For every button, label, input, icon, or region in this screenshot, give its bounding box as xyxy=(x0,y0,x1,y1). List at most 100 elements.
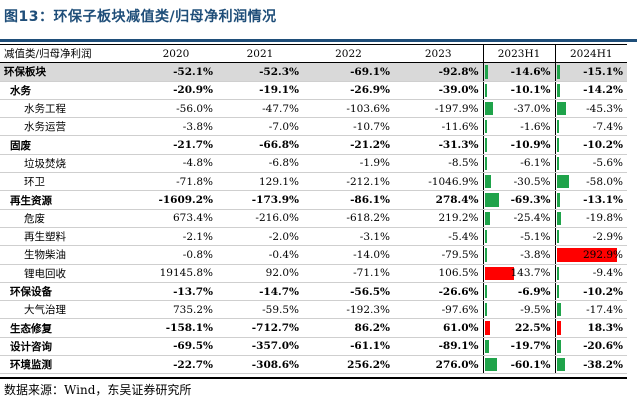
value-text: 19145.8% xyxy=(159,267,213,280)
value-text: -173.9% xyxy=(251,194,299,207)
negative-data-bar xyxy=(484,156,487,171)
value-cell: -7.0% xyxy=(217,117,303,137)
table-row: 环卫 -71.8% 129.1% -212.1% -1046.9% -30.5% -58.0… xyxy=(0,172,627,192)
value-text: -47.7% xyxy=(262,102,299,115)
value-cell: 219.2% xyxy=(394,209,483,228)
value-cell: -1609.2% xyxy=(135,190,217,210)
value-text: -3.8% xyxy=(520,248,551,261)
value-cell: -308.6% xyxy=(217,355,303,375)
value-text: -712.7% xyxy=(251,322,299,335)
value-cell: -79.5% xyxy=(394,245,483,265)
value-text: -56.5% xyxy=(350,285,390,298)
row-label: 再生资源 xyxy=(0,190,135,210)
value-cell: -10.1% xyxy=(482,81,555,100)
value-cell: -66.8% xyxy=(217,135,303,155)
value-text: -52.3% xyxy=(259,65,299,78)
negative-data-bar xyxy=(556,65,560,79)
row-label: 水务运营 xyxy=(0,117,135,137)
value-cell: -17.4% xyxy=(554,300,627,320)
value-text: -6.8% xyxy=(268,157,299,170)
value-text: -92.8% xyxy=(438,65,479,78)
value-text: -19.7% xyxy=(510,340,551,353)
value-cell: -14.2% xyxy=(554,81,627,100)
value-text: -14.2% xyxy=(583,84,623,97)
value-text: -79.5% xyxy=(441,248,479,261)
value-cell: -97.6% xyxy=(394,300,483,320)
value-cell: -8.5% xyxy=(394,154,483,174)
value-cell: -1.9% xyxy=(303,154,394,174)
value-text: -10.2% xyxy=(583,285,623,298)
value-cell: -69.3% xyxy=(482,190,555,210)
row-label: 水务工程 xyxy=(0,99,135,119)
value-text: -22.7% xyxy=(173,358,213,371)
value-text: -21.2% xyxy=(350,139,390,152)
value-cell: -0.4% xyxy=(217,245,303,265)
value-text: -26.9% xyxy=(350,84,390,97)
value-cell: 22.5% xyxy=(482,318,555,338)
table-row: 固废 -21.7% -66.8% -21.2% -31.3% -10.9% -10.2% xyxy=(0,135,627,155)
value-cell: 143.7% xyxy=(482,264,555,283)
value-cell: 129.1% xyxy=(217,172,303,192)
value-cell: -21.2% xyxy=(303,135,394,155)
value-text: 256.2% xyxy=(347,358,390,371)
value-text: -3.1% xyxy=(359,230,390,243)
value-cell: -30.5% xyxy=(482,172,555,192)
negative-data-bar xyxy=(556,358,565,372)
value-cell: -22.7% xyxy=(135,355,217,375)
value-text: 22.5% xyxy=(514,322,551,335)
col-header-2024h1: 2024H1 xyxy=(554,43,627,64)
value-cell: 735.2% xyxy=(135,300,217,320)
value-text: -20.6% xyxy=(583,340,623,353)
col-header-2021: 2021 xyxy=(217,43,303,64)
value-cell: 106.5% xyxy=(394,264,483,283)
value-text: -5.1% xyxy=(520,230,551,243)
value-text: -6.9% xyxy=(517,285,551,298)
value-text: -216.0% xyxy=(255,212,299,225)
source-note: 数据来源：Wind，东吴证券研究所 xyxy=(4,383,192,397)
value-text: -38.2% xyxy=(583,358,623,371)
value-text: -3.8% xyxy=(182,120,213,133)
negative-data-bar xyxy=(556,284,559,299)
value-cell: -10.2% xyxy=(554,282,627,302)
value-cell: -19.8% xyxy=(554,209,627,228)
value-text: -59.5% xyxy=(262,303,299,316)
value-text: -71.8% xyxy=(176,175,213,188)
table-row: 锂电回收 19145.8% 92.0% -71.1% 106.5% 143.7% -9.4% xyxy=(0,264,627,283)
value-cell: -92.8% xyxy=(394,62,483,82)
value-cell: -192.3% xyxy=(303,300,394,320)
value-text: -97.6% xyxy=(441,303,479,316)
value-text: -158.1% xyxy=(165,322,213,335)
negative-data-bar xyxy=(484,211,490,225)
value-cell: -69.5% xyxy=(135,337,217,357)
value-cell: -15.1% xyxy=(554,62,627,82)
negative-data-bar xyxy=(556,229,559,244)
value-text: -39.0% xyxy=(438,84,479,97)
value-text: 61.0% xyxy=(442,322,479,335)
value-text: -10.7% xyxy=(353,120,390,133)
value-text: -21.7% xyxy=(173,139,213,152)
value-cell: -9.4% xyxy=(554,264,627,283)
row-label: 环保设备 xyxy=(0,282,135,302)
value-text: -69.5% xyxy=(173,340,213,353)
value-text: -9.4% xyxy=(592,267,623,280)
table-row: 水务工程 -56.0% -47.7% -103.6% -197.9% -37.0% -45.… xyxy=(0,99,627,119)
value-text: -66.8% xyxy=(259,139,299,152)
negative-data-bar xyxy=(484,175,491,189)
value-text: -58.0% xyxy=(586,175,623,188)
value-cell: 278.4% xyxy=(394,190,483,210)
value-cell: -13.1% xyxy=(554,190,627,210)
value-text: -45.3% xyxy=(586,102,623,115)
value-cell: -39.0% xyxy=(394,81,483,100)
value-text: -19.8% xyxy=(586,212,623,225)
row-label: 危废 xyxy=(0,209,135,228)
value-cell: -13.7% xyxy=(135,282,217,302)
value-cell: -7.4% xyxy=(554,117,627,137)
value-cell: -56.0% xyxy=(135,99,217,119)
value-cell: -31.3% xyxy=(394,135,483,155)
value-text: -37.0% xyxy=(513,102,551,115)
value-cell: 86.2% xyxy=(303,318,394,338)
value-text: -17.4% xyxy=(586,303,623,316)
value-text: -13.1% xyxy=(583,194,623,207)
row-label: 固废 xyxy=(0,135,135,155)
col-header-2023h1: 2023H1 xyxy=(482,43,555,64)
